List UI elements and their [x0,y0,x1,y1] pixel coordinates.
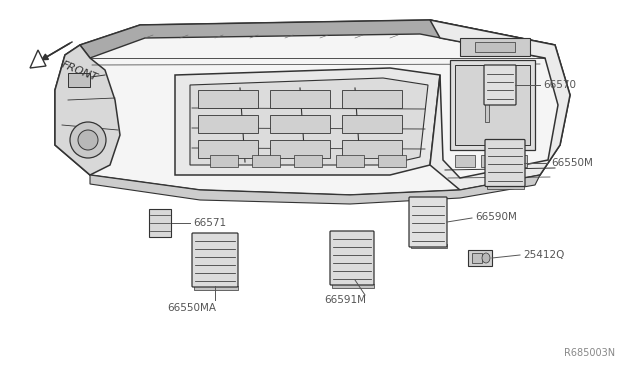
Bar [342,90,402,108]
Polygon shape [430,20,570,190]
Bar [210,155,238,167]
Text: 66550M: 66550M [551,158,593,168]
Bar [332,284,374,288]
Bar [460,38,530,56]
Polygon shape [90,175,540,204]
Bar [481,155,501,167]
Ellipse shape [482,253,490,263]
Text: 66570: 66570 [543,80,576,90]
Bar [336,155,364,167]
Bar [194,286,238,290]
Polygon shape [55,45,120,175]
Text: 66571: 66571 [193,218,226,228]
Text: 66590M: 66590M [475,212,517,222]
Bar [507,155,527,167]
Text: R685003N: R685003N [564,348,615,358]
Bar [485,86,489,122]
Bar [410,198,414,244]
FancyBboxPatch shape [484,65,516,105]
Bar [252,155,280,167]
Text: 66550MA: 66550MA [168,303,216,313]
Circle shape [70,122,106,158]
Circle shape [78,130,98,150]
Polygon shape [55,20,570,195]
Polygon shape [30,50,46,68]
Bar [149,210,152,236]
Bar [411,244,447,248]
Bar [475,42,515,52]
Bar [68,73,90,87]
Bar [270,90,330,108]
Bar [198,90,258,108]
Bar [198,140,258,158]
Bar [342,115,402,133]
Bar [342,140,402,158]
Text: 66591M: 66591M [324,295,366,305]
Polygon shape [190,78,428,165]
Bar [378,155,406,167]
Bar [193,236,197,286]
Polygon shape [80,20,555,58]
Text: FRONT: FRONT [60,60,99,83]
Polygon shape [175,68,440,175]
Bar [270,140,330,158]
FancyBboxPatch shape [409,197,447,247]
FancyBboxPatch shape [192,233,238,287]
Bar [455,155,475,167]
Bar [198,115,258,133]
Bar [487,185,524,189]
Bar [149,209,171,237]
Bar [455,65,530,145]
Bar [468,250,492,266]
Bar [331,234,335,284]
Bar [450,60,535,150]
Bar [294,155,322,167]
Text: 25412Q: 25412Q [523,250,564,260]
FancyBboxPatch shape [330,231,374,285]
Bar [486,142,490,185]
Bar [270,115,330,133]
Bar [472,253,482,263]
FancyBboxPatch shape [485,140,525,186]
